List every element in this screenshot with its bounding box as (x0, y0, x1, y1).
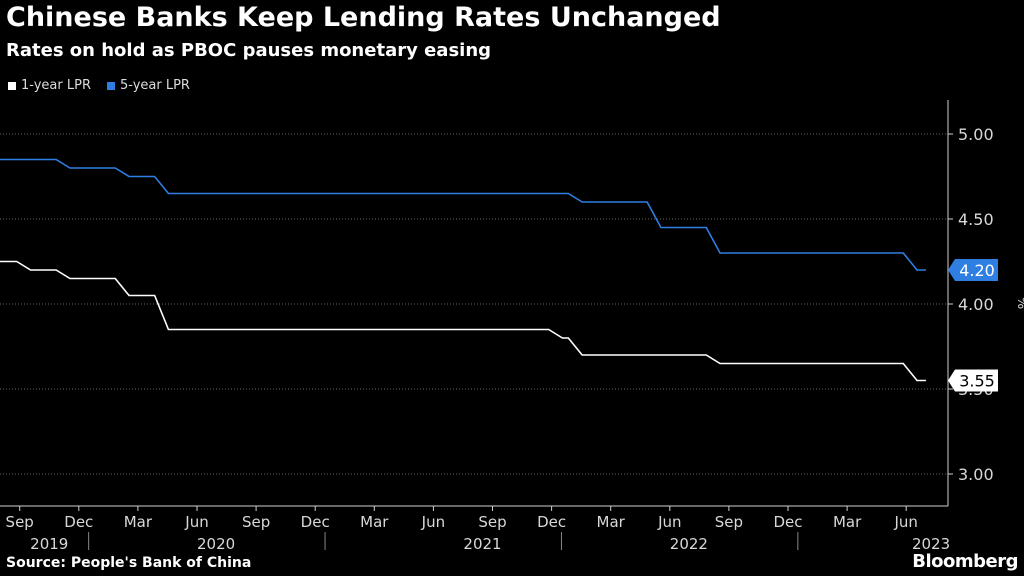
x-year-label: 2022 (670, 535, 708, 553)
y-axis-unit-label: % (1014, 297, 1024, 309)
x-tick-label: Sep (6, 513, 34, 531)
y-axis-ticks: 5.004.504.003.503.00 (948, 125, 994, 484)
y-tick-label: 5.00 (958, 125, 994, 144)
x-year-label: 2020 (197, 535, 235, 553)
x-tick-label: Mar (597, 513, 626, 531)
x-year-label: 2021 (463, 535, 501, 553)
x-tick-label: Dec (64, 513, 93, 531)
end-value-flag (948, 259, 998, 281)
x-tick-label: Jun (893, 513, 917, 531)
series-5-year: 4.20 (0, 158, 998, 281)
bloomberg-logo: Bloomberg (912, 551, 1018, 572)
series-1-year: 3.55 (0, 260, 998, 392)
legend: 1-year LPR 5-year LPR (8, 78, 190, 93)
x-axis-ticks: Sep Dec Mar Jun Sep Dec Mar Jun Sep Dec Mar Jun Sep D… (6, 506, 950, 553)
y-tick-label: 3.00 (958, 465, 994, 484)
x-tick-label: Dec (301, 513, 330, 531)
x-tick-label: Dec (537, 513, 566, 531)
x-tick-label: Sep (715, 513, 743, 531)
legend-item-5-year: 5-year LPR (106, 78, 190, 93)
end-value-flag (948, 369, 998, 392)
x-tick-label: Jun (657, 513, 681, 531)
y-tick-label: 4.00 (958, 295, 994, 314)
gridlines (0, 133, 948, 475)
x-tick-label: Dec (773, 513, 802, 531)
end-value-label: 4.20 (959, 261, 995, 280)
legend-label-1-year: 1-year LPR (21, 78, 91, 93)
source-note: Source: People's Bank of China (6, 555, 252, 571)
chart-subtitle: Rates on hold as PBOC pauses monetary ea… (6, 40, 492, 61)
series-line (0, 260, 926, 382)
x-year-label: 2023 (912, 535, 950, 553)
legend-item-1-year: 1-year LPR (8, 78, 91, 93)
chart-title: Chinese Banks Keep Lending Rates Unchang… (6, 2, 721, 33)
legend-swatch-5-year-icon (106, 81, 115, 90)
legend-swatch-1-year-icon (8, 81, 16, 90)
x-tick-label: Mar (124, 513, 153, 531)
series-line (0, 158, 926, 271)
legend-label-5-year: 5-year LPR (119, 78, 190, 93)
x-year-label: 2019 (30, 535, 68, 553)
x-tick-label: Sep (478, 513, 506, 531)
x-tick-label: Mar (833, 513, 862, 531)
x-tick-label: Sep (242, 513, 270, 531)
y-tick-label: 4.50 (958, 210, 994, 229)
x-tick-label: Jun (184, 513, 208, 531)
x-tick-label: Mar (360, 513, 389, 531)
end-value-label: 3.55 (959, 372, 995, 391)
x-tick-label: Jun (421, 513, 445, 531)
